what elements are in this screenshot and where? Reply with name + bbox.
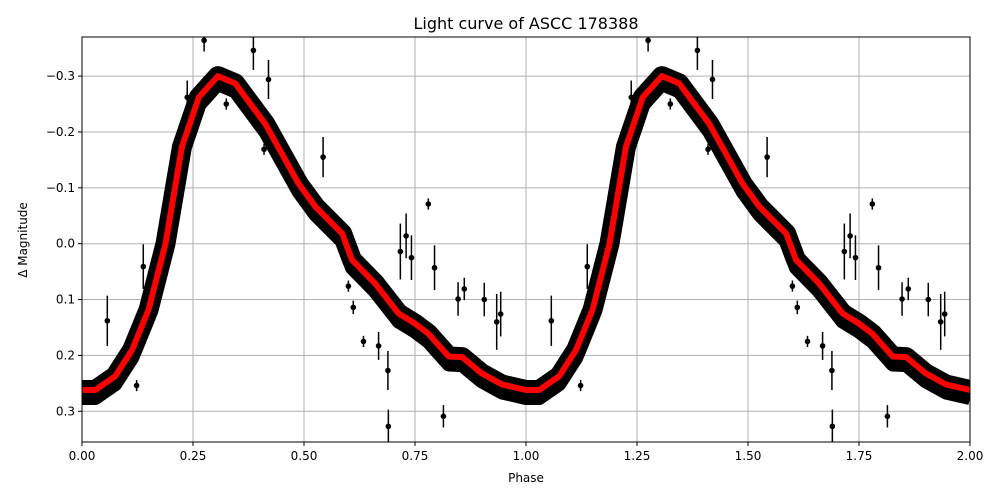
x-axis-label: Phase bbox=[508, 471, 544, 485]
data-point bbox=[794, 304, 801, 311]
data-point bbox=[789, 283, 796, 289]
data-point bbox=[905, 286, 912, 292]
x-tick-label: 1.50 bbox=[735, 449, 762, 463]
data-point bbox=[869, 201, 876, 207]
data-point bbox=[709, 76, 716, 83]
y-tick-label: 0.0 bbox=[56, 237, 75, 251]
data-point bbox=[645, 37, 651, 44]
data-point bbox=[884, 413, 891, 420]
x-axis: 0.00 0.25 0.50 0.75 1.00 1.25 1.50 1.75 2.00 bbox=[69, 442, 984, 463]
data-point bbox=[804, 338, 811, 345]
data-point bbox=[584, 263, 591, 270]
data-band-scatter bbox=[82, 77, 970, 405]
chart-title: Light curve of ASCC 178388 bbox=[413, 14, 638, 33]
data-point bbox=[829, 423, 836, 430]
data-point bbox=[345, 283, 352, 289]
x-tick-label: 0.00 bbox=[69, 449, 96, 463]
data-point bbox=[223, 101, 230, 107]
data-point bbox=[461, 286, 468, 292]
data-point bbox=[385, 367, 391, 374]
data-point bbox=[941, 311, 948, 317]
x-tick-label: 1.75 bbox=[846, 449, 873, 463]
data-point bbox=[925, 296, 932, 303]
data-point bbox=[899, 296, 905, 302]
data-point bbox=[829, 367, 835, 374]
data-point bbox=[847, 233, 853, 239]
data-point bbox=[481, 296, 488, 303]
data-point bbox=[705, 146, 711, 153]
data-point bbox=[937, 319, 944, 325]
data-point bbox=[548, 317, 555, 324]
data-point bbox=[667, 101, 674, 107]
outlier-points bbox=[104, 37, 948, 442]
x-tick-label: 0.25 bbox=[180, 449, 207, 463]
y-tick-label: −0.2 bbox=[46, 125, 75, 139]
data-point bbox=[201, 37, 207, 44]
data-point bbox=[265, 76, 272, 83]
y-tick-label: 0.1 bbox=[56, 293, 75, 307]
data-point bbox=[133, 382, 140, 389]
y-tick-label: 0.3 bbox=[56, 404, 75, 418]
y-tick-label: −0.1 bbox=[46, 181, 75, 195]
data-point bbox=[493, 319, 500, 325]
data-point bbox=[628, 94, 635, 101]
x-tick-label: 0.75 bbox=[402, 449, 429, 463]
data-point bbox=[397, 248, 404, 255]
y-axis-label: Δ Magnitude bbox=[16, 202, 30, 278]
y-axis: −0.3 −0.2 −0.1 0.0 0.1 0.2 0.3 bbox=[46, 69, 82, 418]
data-point bbox=[261, 146, 267, 153]
model-curve-line bbox=[82, 73, 970, 393]
data-point bbox=[385, 423, 392, 430]
y-tick-label: −0.3 bbox=[46, 69, 75, 83]
x-tick-label: 0.50 bbox=[291, 449, 318, 463]
data-point bbox=[140, 263, 147, 270]
data-point bbox=[408, 254, 415, 261]
data-point bbox=[375, 343, 382, 349]
y-tick-label: 0.2 bbox=[56, 348, 75, 362]
data-point bbox=[360, 338, 367, 345]
data-point bbox=[403, 233, 409, 239]
data-point bbox=[819, 343, 826, 349]
data-point bbox=[440, 413, 447, 420]
data-point bbox=[764, 154, 770, 160]
x-tick-label: 1.00 bbox=[513, 449, 540, 463]
data-point bbox=[104, 317, 111, 324]
data-point bbox=[350, 304, 357, 311]
data-point bbox=[431, 264, 438, 271]
data-point bbox=[184, 94, 191, 101]
data-point bbox=[694, 47, 701, 54]
data-point bbox=[425, 201, 432, 207]
data-point bbox=[875, 264, 882, 271]
data-point bbox=[320, 154, 326, 160]
model-curve bbox=[82, 73, 970, 393]
data-point bbox=[497, 311, 504, 317]
x-tick-label: 1.25 bbox=[624, 449, 651, 463]
data-point bbox=[455, 296, 461, 302]
data-point bbox=[841, 248, 848, 255]
x-tick-label: 2.00 bbox=[957, 449, 984, 463]
data-point bbox=[852, 254, 859, 261]
data-point bbox=[250, 47, 257, 54]
data-point bbox=[577, 382, 584, 389]
